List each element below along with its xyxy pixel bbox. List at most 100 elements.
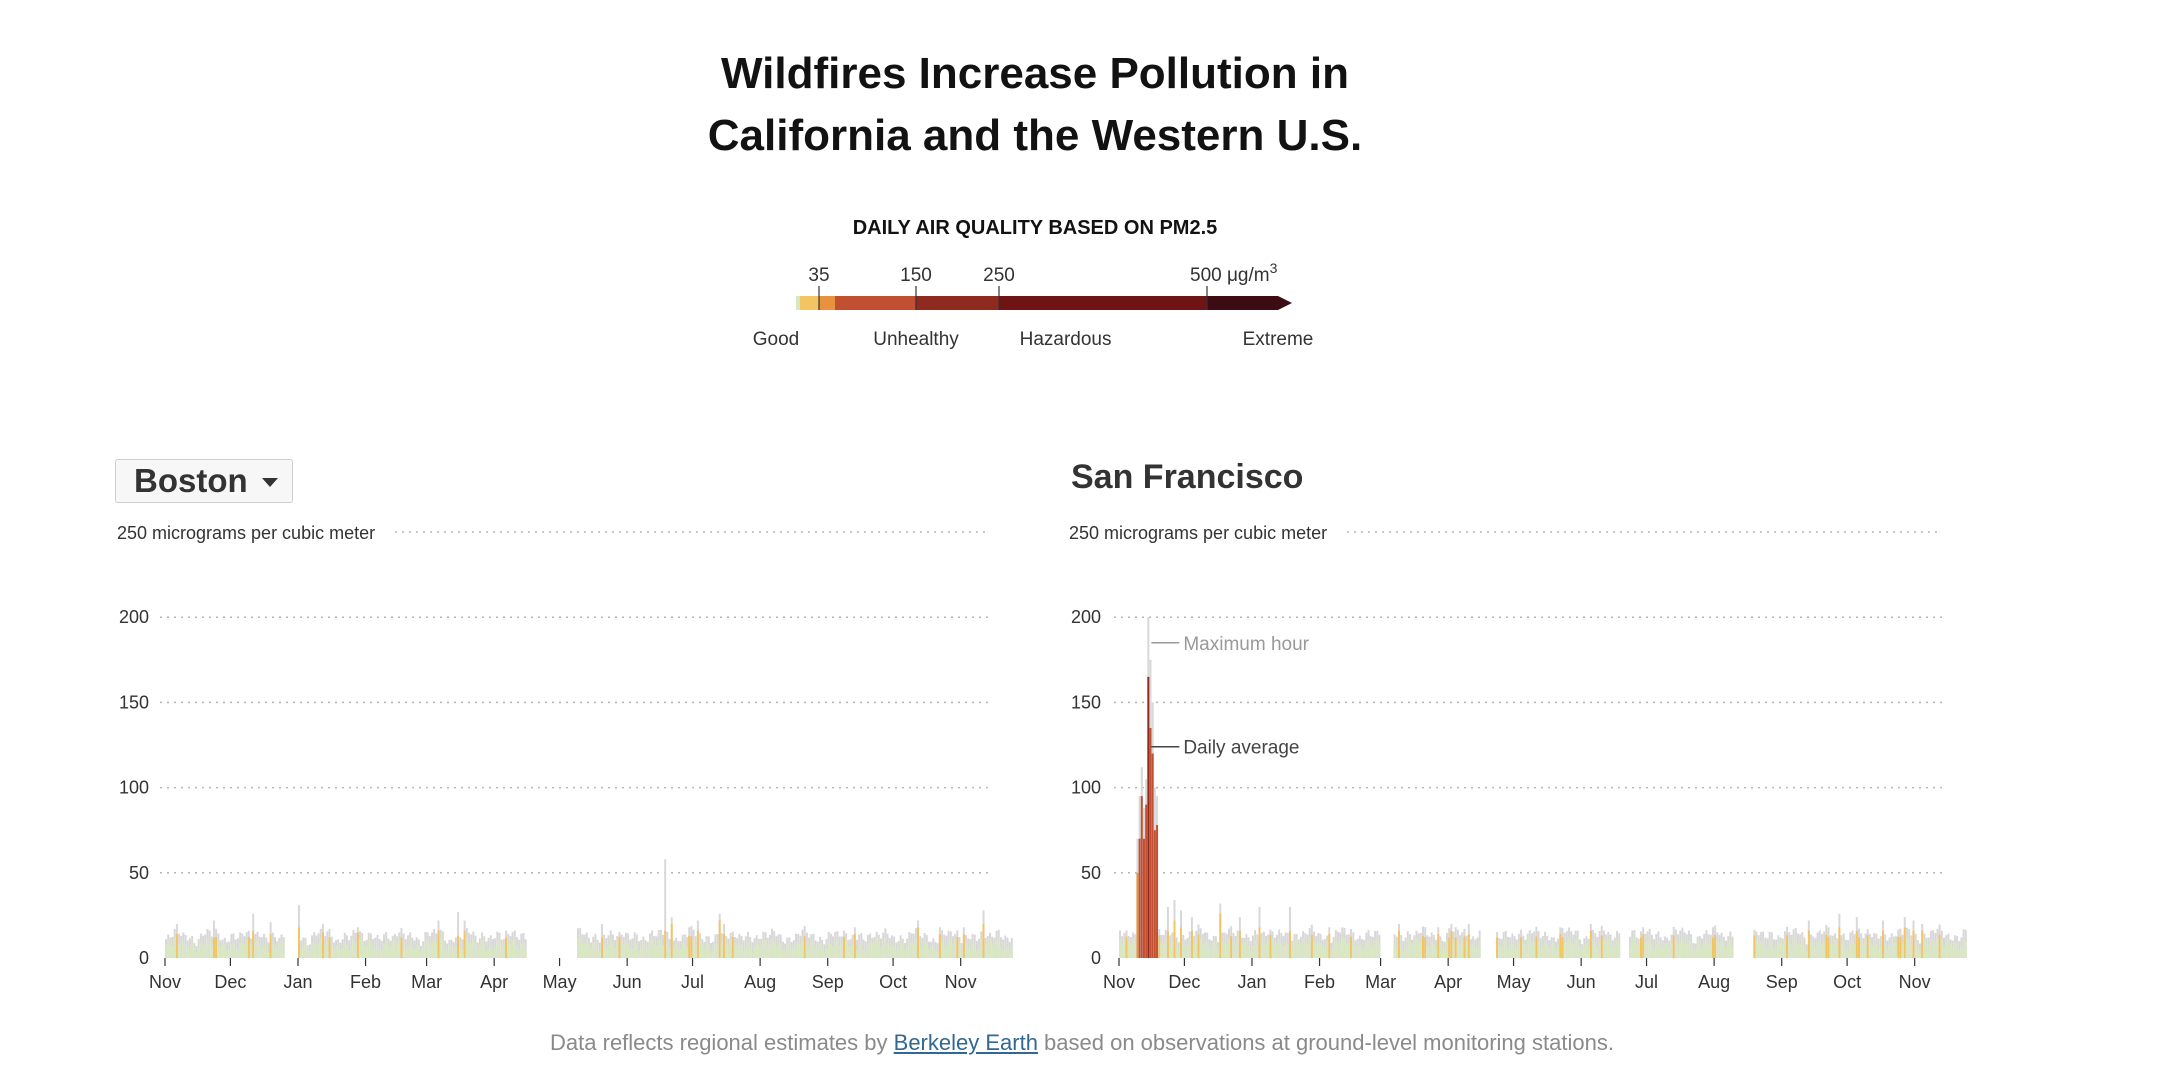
daily-average-bar	[1313, 941, 1315, 958]
top-gridline-label: 250 micrograms per cubic meter	[117, 523, 375, 543]
daily-average-bar	[1221, 941, 1224, 958]
x-tick-label: Jun	[1567, 972, 1596, 992]
daily-average-bar	[1842, 941, 1845, 958]
daily-average-bar	[424, 939, 427, 958]
daily-average-bar	[1319, 942, 1322, 958]
daily-average-bar	[1293, 941, 1296, 958]
max-hour-bar	[631, 938, 634, 958]
daily-average-bar	[417, 945, 420, 958]
max-hour-bar	[1363, 939, 1366, 958]
daily-average-bar	[1679, 940, 1682, 958]
bars	[1119, 617, 1967, 958]
daily-average-bar	[1217, 949, 1220, 958]
daily-average-bar	[1851, 940, 1854, 958]
daily-average-bar	[989, 938, 992, 958]
daily-average-bar	[1642, 934, 1645, 958]
max-hour-bar	[629, 939, 632, 958]
daily-average-bar	[1840, 942, 1843, 958]
daily-average-bar	[1709, 944, 1712, 958]
daily-average-bar	[690, 936, 693, 958]
daily-average-bar	[829, 943, 832, 958]
daily-average-bar	[1219, 913, 1222, 958]
daily-average-bar	[254, 941, 257, 958]
daily-average-bar	[1868, 941, 1871, 958]
daily-average-bar	[1212, 941, 1215, 958]
daily-average-bar	[1956, 944, 1959, 958]
max-hour-bar	[1402, 940, 1405, 958]
daily-average-bar	[997, 939, 1000, 958]
daily-average-bar	[348, 950, 351, 958]
legend-title: DAILY AIR QUALITY BASED ON PM2.5	[853, 217, 1218, 239]
x-tick-label: Apr	[1434, 972, 1462, 992]
daily-average-bar	[1921, 930, 1924, 958]
daily-average-bar	[1696, 942, 1699, 958]
daily-average-bar	[1565, 941, 1568, 958]
max-hour-bar	[1008, 941, 1011, 958]
legend-tick-label: 150	[900, 265, 932, 286]
daily-average-bar	[1413, 941, 1416, 958]
daily-average-bar	[1273, 944, 1276, 958]
daily-average-bar	[481, 939, 484, 958]
daily-average-bar	[1393, 944, 1396, 958]
daily-average-bar	[1759, 941, 1762, 958]
daily-average-bar	[1280, 942, 1283, 958]
daily-average-bar	[1282, 946, 1285, 958]
daily-average-bar	[1807, 930, 1810, 958]
daily-average-bar	[422, 947, 425, 958]
daily-average-bar	[1260, 942, 1263, 958]
daily-average-bar	[925, 942, 928, 958]
daily-average-bar	[1908, 939, 1911, 958]
daily-average-bar	[917, 927, 920, 958]
daily-average-bar	[1631, 939, 1634, 958]
daily-average-bar	[1395, 946, 1398, 958]
daily-average-bar	[1568, 937, 1571, 958]
daily-average-bar	[1862, 944, 1865, 958]
daily-average-bar	[1345, 944, 1348, 958]
daily-average-bar	[1509, 947, 1512, 958]
max-hour-bar	[404, 939, 407, 958]
daily-average-bar	[805, 942, 808, 958]
city-dropdown[interactable]: Boston	[115, 459, 293, 503]
daily-average-bar	[1960, 947, 1963, 958]
legend-category-label: Hazardous	[1020, 329, 1112, 350]
daily-average-bar	[522, 942, 525, 958]
daily-average-bar	[1524, 945, 1527, 958]
daily-average-bar	[718, 920, 721, 958]
daily-average-bar	[315, 944, 318, 958]
daily-average-bar	[1334, 939, 1337, 958]
daily-average-bar	[579, 937, 582, 958]
daily-average-bar	[1448, 937, 1451, 958]
daily-average-bar	[1496, 937, 1499, 958]
daily-average-bar	[786, 943, 789, 958]
daily-average-bar	[1637, 944, 1640, 958]
daily-average-bar	[1596, 947, 1599, 958]
daily-average-bar	[507, 940, 510, 958]
daily-average-bar	[1326, 940, 1329, 958]
daily-average-bar	[1204, 941, 1206, 958]
daily-average-bar	[1607, 938, 1610, 958]
daily-average-bar	[1210, 947, 1213, 958]
daily-average-bar	[1786, 935, 1789, 958]
x-tick-label: Feb	[350, 972, 381, 992]
daily-average-bar	[404, 949, 407, 958]
daily-average-bar	[1232, 942, 1235, 958]
berkeley-earth-link[interactable]: Berkeley Earth	[893, 1030, 1038, 1055]
daily-average-bar	[1343, 937, 1346, 958]
city-dropdown-label: Boston	[134, 462, 248, 499]
daily-average-bar	[1755, 938, 1758, 958]
daily-average-bar	[1694, 948, 1697, 958]
daily-average-bar	[474, 941, 477, 958]
daily-average-bar	[635, 944, 638, 958]
daily-average-bar	[716, 944, 719, 958]
daily-average-bar	[581, 943, 584, 958]
daily-average-bar	[1932, 939, 1935, 958]
daily-average-bar	[398, 940, 401, 958]
daily-average-bar	[644, 946, 647, 958]
daily-average-bar	[762, 938, 765, 958]
daily-average-bar	[1332, 945, 1335, 958]
daily-average-bar	[1173, 920, 1176, 958]
daily-average-bar	[496, 940, 499, 958]
daily-average-bar	[1866, 935, 1869, 958]
daily-average-bar	[448, 945, 451, 958]
daily-average-bar	[1860, 941, 1863, 958]
